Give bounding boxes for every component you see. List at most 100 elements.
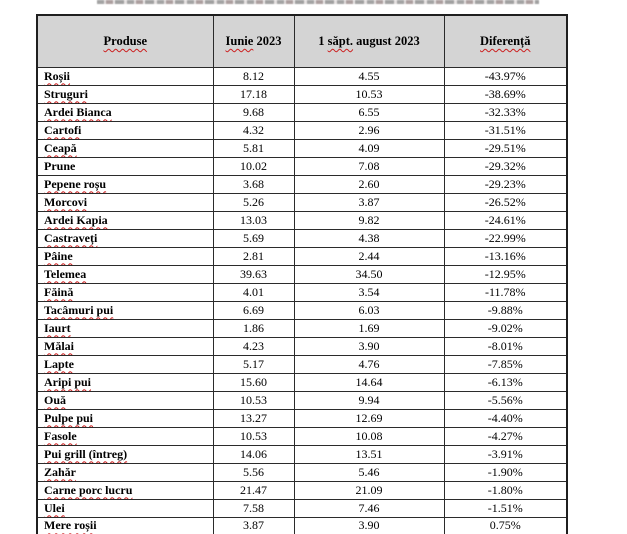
table-row: Aripi pui 15.60 14.64 -6.13%: [36, 372, 568, 392]
iunie-2023-value: 13.27: [212, 408, 295, 428]
diferenta-value: -43.97%: [443, 66, 568, 86]
product-name: Cartofi: [44, 122, 82, 137]
august-2023-value: 10.53: [293, 84, 445, 104]
col-header-iunie-2023: Iunie 2023: [212, 14, 295, 68]
august-2023-value: 4.55: [293, 66, 445, 86]
table-row: Pâine 2.81 2.44 -13.16%: [36, 246, 568, 266]
iunie-2023-value: 3.87: [212, 516, 295, 534]
iunie-2023-value: 10.02: [212, 156, 295, 176]
diferenta-value: -22.99%: [443, 228, 568, 248]
table-row: Ulei 7.58 7.46 -1.51%: [36, 498, 568, 518]
iunie-2023-value: 7.58: [212, 498, 295, 518]
august-2023-value: 9.82: [293, 210, 445, 230]
diferenta-value: -3.91%: [443, 444, 568, 464]
diferenta-value: -6.13%: [443, 372, 568, 392]
product-name: Pui grill (întreg): [44, 446, 128, 461]
table-row: Zahăr 5.56 5.46 -1.90%: [36, 462, 568, 482]
cutoff-title-text: [97, 0, 539, 4]
iunie-2023-value: 4.32: [212, 120, 295, 140]
iunie-2023-value: 5.56: [212, 462, 295, 482]
product-name: Fasole: [44, 428, 77, 443]
august-2023-value: 3.54: [293, 282, 445, 302]
diferenta-value: 0.75%: [443, 516, 568, 534]
product-name: Pepene roșu: [44, 176, 107, 191]
table-row: Mălai 4.23 3.90 -8.01%: [36, 336, 568, 356]
product-name: Pâine: [44, 248, 73, 263]
product-name: Struguri: [44, 86, 89, 101]
august-2023-value: 5.46: [293, 462, 445, 482]
product-name: Telemea: [44, 266, 87, 281]
table-row: Castraveți 5.69 4.38 -22.99%: [36, 228, 568, 248]
product-name: Aripi pui: [44, 374, 92, 389]
iunie-2023-value: 1.86: [212, 318, 295, 338]
table-body: Roșii 8.12 4.55 -43.97% Struguri 17.18 1…: [36, 66, 568, 534]
diferenta-value: -9.02%: [443, 318, 568, 338]
product-name: Prune: [44, 158, 76, 173]
iunie-2023-value: 21.47: [212, 480, 295, 500]
iunie-2023-value: 4.01: [212, 282, 295, 302]
col-header-produse: Produse: [36, 14, 214, 68]
diferenta-value: -4.27%: [443, 426, 568, 446]
product-name: Pulpe pui: [44, 410, 94, 425]
table-row: Ardei Kapia 13.03 9.82 -24.61%: [36, 210, 568, 230]
table-row: Pui grill (întreg) 14.06 13.51 -3.91%: [36, 444, 568, 464]
august-2023-value: 3.90: [293, 336, 445, 356]
diferenta-value: -8.01%: [443, 336, 568, 356]
diferenta-value: -11.78%: [443, 282, 568, 302]
august-2023-value: 10.08: [293, 426, 445, 446]
table-row: Prune 10.02 7.08 -29.32%: [36, 156, 568, 176]
product-name: Ardei Bianca: [44, 104, 112, 119]
product-name: Morcovi: [44, 194, 88, 209]
product-name: Lapte: [44, 356, 74, 371]
diferenta-value: -1.90%: [443, 462, 568, 482]
product-name: Făină: [44, 284, 74, 299]
august-2023-value: 3.90: [293, 516, 445, 534]
august-2023-value: 4.09: [293, 138, 445, 158]
product-name: Ceapă: [44, 140, 77, 155]
table-row: Cartofi 4.32 2.96 -31.51%: [36, 120, 568, 140]
iunie-2023-value: 3.68: [212, 174, 295, 194]
diferenta-value: -13.16%: [443, 246, 568, 266]
august-2023-value: 2.44: [293, 246, 445, 266]
table-row: Struguri 17.18 10.53 -38.69%: [36, 84, 568, 104]
table-row: Ouă 10.53 9.94 -5.56%: [36, 390, 568, 410]
august-2023-value: 6.03: [293, 300, 445, 320]
iunie-2023-value: 10.53: [212, 426, 295, 446]
iunie-2023-value: 6.69: [212, 300, 295, 320]
diferenta-value: -29.32%: [443, 156, 568, 176]
table-row: Roșii 8.12 4.55 -43.97%: [36, 66, 568, 86]
table-row: Pulpe pui 13.27 12.69 -4.40%: [36, 408, 568, 428]
table-row: Fasole 10.53 10.08 -4.27%: [36, 426, 568, 446]
product-name: Ardei Kapia: [44, 212, 108, 227]
august-2023-value: 9.94: [293, 390, 445, 410]
table-row: Morcovi 5.26 3.87 -26.52%: [36, 192, 568, 212]
iunie-2023-value: 17.18: [212, 84, 295, 104]
august-2023-value: 4.76: [293, 354, 445, 374]
diferenta-value: -26.52%: [443, 192, 568, 212]
col-header-august-2023: 1 săpt. august 2023: [293, 14, 445, 68]
diferenta-value: -12.95%: [443, 264, 568, 284]
table-row: Tacâmuri pui 6.69 6.03 -9.88%: [36, 300, 568, 320]
product-name: Roșii: [44, 68, 71, 83]
table-row: Iaurt 1.86 1.69 -9.02%: [36, 318, 568, 338]
product-name: Ouă: [44, 392, 67, 407]
product-name: Ulei: [44, 500, 65, 515]
diferenta-value: -7.85%: [443, 354, 568, 374]
col-header-diferenta: Diferență: [443, 14, 568, 68]
table-row: Mere roșii 3.87 3.90 0.75%: [36, 516, 568, 534]
diferenta-value: -24.61%: [443, 210, 568, 230]
iunie-2023-value: 5.69: [212, 228, 295, 248]
table-row: Pepene roșu 3.68 2.60 -29.23%: [36, 174, 568, 194]
table-row: Telemea 39.63 34.50 -12.95%: [36, 264, 568, 284]
iunie-2023-value: 5.17: [212, 354, 295, 374]
product-name: Tacâmuri pui: [44, 302, 114, 317]
august-2023-value: 7.46: [293, 498, 445, 518]
diferenta-value: -32.33%: [443, 102, 568, 122]
table-row: Făină 4.01 3.54 -11.78%: [36, 282, 568, 302]
iunie-2023-value: 4.23: [212, 336, 295, 356]
diferenta-value: -29.23%: [443, 174, 568, 194]
table-row: Carne porc lucru 21.47 21.09 -1.80%: [36, 480, 568, 500]
header-row: Produse Iunie 2023 1 săpt. august 2023 D…: [36, 14, 568, 68]
iunie-2023-value: 2.81: [212, 246, 295, 266]
